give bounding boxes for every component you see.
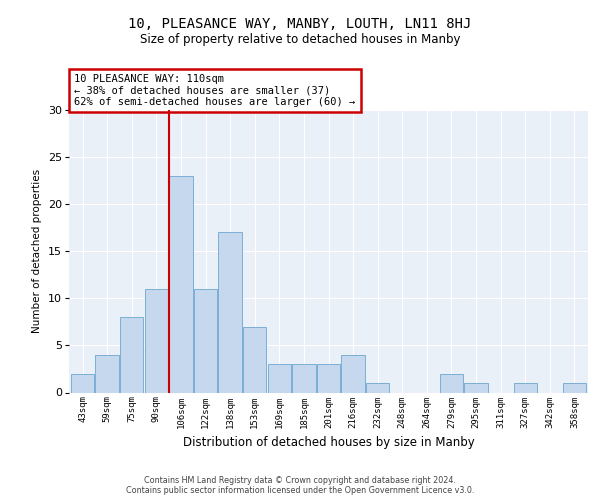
Bar	[366, 383, 389, 392]
Bar	[145, 289, 168, 393]
Bar	[194, 289, 217, 393]
Y-axis label: Number of detached properties: Number of detached properties	[32, 169, 43, 334]
Text: Size of property relative to detached houses in Manby: Size of property relative to detached ho…	[140, 32, 460, 46]
Bar	[464, 383, 488, 392]
Bar	[292, 364, 316, 392]
X-axis label: Distribution of detached houses by size in Manby: Distribution of detached houses by size …	[182, 436, 475, 449]
Bar	[120, 317, 143, 392]
Bar	[218, 232, 242, 392]
Bar	[317, 364, 340, 392]
Bar	[71, 374, 94, 392]
Bar	[341, 355, 365, 393]
Bar	[440, 374, 463, 392]
Bar	[243, 326, 266, 392]
Text: 10 PLEASANCE WAY: 110sqm
← 38% of detached houses are smaller (37)
62% of semi-d: 10 PLEASANCE WAY: 110sqm ← 38% of detach…	[74, 74, 355, 107]
Bar	[169, 176, 193, 392]
Bar	[563, 383, 586, 392]
Bar	[514, 383, 537, 392]
Text: 10, PLEASANCE WAY, MANBY, LOUTH, LN11 8HJ: 10, PLEASANCE WAY, MANBY, LOUTH, LN11 8H…	[128, 18, 472, 32]
Bar	[268, 364, 291, 392]
Bar	[95, 355, 119, 393]
Text: Contains HM Land Registry data © Crown copyright and database right 2024.
Contai: Contains HM Land Registry data © Crown c…	[126, 476, 474, 495]
